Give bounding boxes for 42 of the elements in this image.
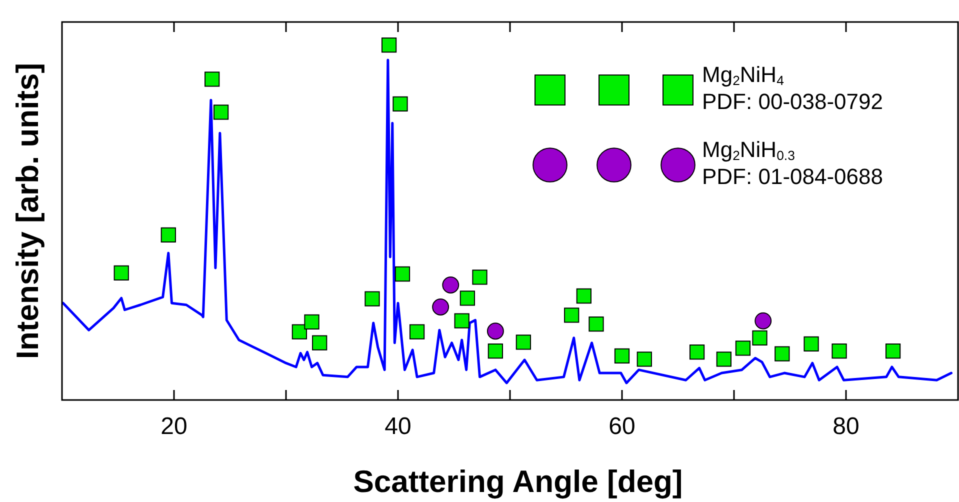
y-axis-title: Intensity [arb. units] — [10, 62, 45, 360]
point — [752, 330, 768, 346]
point — [689, 344, 705, 360]
point — [392, 96, 408, 112]
point — [432, 298, 450, 316]
point — [394, 266, 410, 282]
point — [576, 288, 592, 304]
legend-label: Mg$_{2}$NiH$_{4}$ PDF: 00-038-0792 — [702, 62, 883, 114]
point — [774, 346, 790, 362]
x-tick-label: 20 — [160, 413, 188, 440]
point — [304, 314, 320, 330]
point — [614, 348, 630, 364]
point — [832, 343, 847, 359]
point — [160, 227, 176, 243]
point — [312, 335, 328, 350]
point — [636, 352, 652, 367]
point — [381, 38, 397, 53]
x-tick-label: 40 — [384, 413, 412, 440]
point — [213, 104, 229, 120]
point — [516, 334, 532, 350]
x-axis-title: Scattering Angle [deg] — [353, 464, 683, 499]
x-tick-label: 60 — [608, 413, 636, 440]
legend-label: Mg$_{2}$NiH$_{0.3}$ PDF: 01-084-0688 — [702, 137, 883, 189]
point — [754, 312, 772, 330]
point — [364, 291, 380, 306]
point — [460, 290, 476, 306]
point — [716, 352, 732, 367]
point — [292, 324, 308, 340]
point — [486, 322, 504, 340]
point — [735, 340, 751, 356]
x-tick-label: 80 — [832, 413, 860, 440]
point — [564, 308, 580, 323]
point — [114, 265, 129, 281]
point — [454, 313, 470, 328]
point — [442, 276, 460, 294]
point — [204, 72, 220, 87]
point — [885, 343, 901, 359]
point — [488, 343, 504, 359]
point — [472, 270, 488, 285]
point — [804, 336, 819, 352]
point — [409, 324, 425, 340]
point — [588, 316, 604, 332]
